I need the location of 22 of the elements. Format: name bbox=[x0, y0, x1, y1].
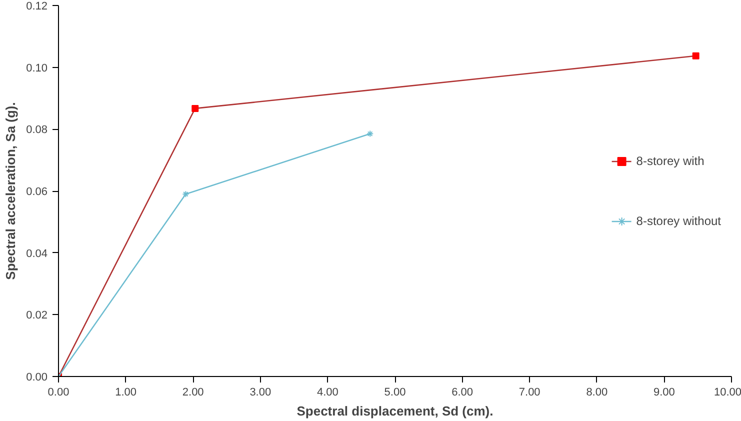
legend-label: 8-storey without bbox=[636, 214, 721, 228]
y-tick-label: 0.12 bbox=[26, 0, 48, 12]
y-tick-label: 0.08 bbox=[26, 124, 48, 136]
y-tick-label: 0.02 bbox=[26, 310, 48, 322]
x-tick-label: 6.00 bbox=[452, 386, 474, 398]
y-tick-label: 0.06 bbox=[26, 186, 48, 198]
x-tick-label: 2.00 bbox=[182, 386, 204, 398]
x-tick-label: 10.00 bbox=[714, 386, 741, 398]
x-tick-label: 8.00 bbox=[586, 386, 608, 398]
x-tick-label: 7.00 bbox=[518, 386, 540, 398]
x-tick-label: 3.00 bbox=[250, 386, 272, 398]
x-tick-label: 9.00 bbox=[653, 386, 675, 398]
y-tick-label: 0.00 bbox=[26, 372, 48, 384]
legend-label: 8-storey with bbox=[636, 154, 704, 168]
x-tick-label: 1.00 bbox=[115, 386, 137, 398]
y-axis-title: Spectral acceleration, Sa (g). bbox=[3, 102, 18, 280]
y-tick-label: 0.10 bbox=[26, 62, 48, 74]
x-tick-label: 5.00 bbox=[384, 386, 406, 398]
x-tick-label: 4.00 bbox=[316, 386, 338, 398]
x-tick-label: 0.00 bbox=[48, 386, 70, 398]
x-axis-title: Spectral displacement, Sd (cm). bbox=[296, 404, 494, 418]
y-tick-label: 0.04 bbox=[26, 248, 48, 260]
